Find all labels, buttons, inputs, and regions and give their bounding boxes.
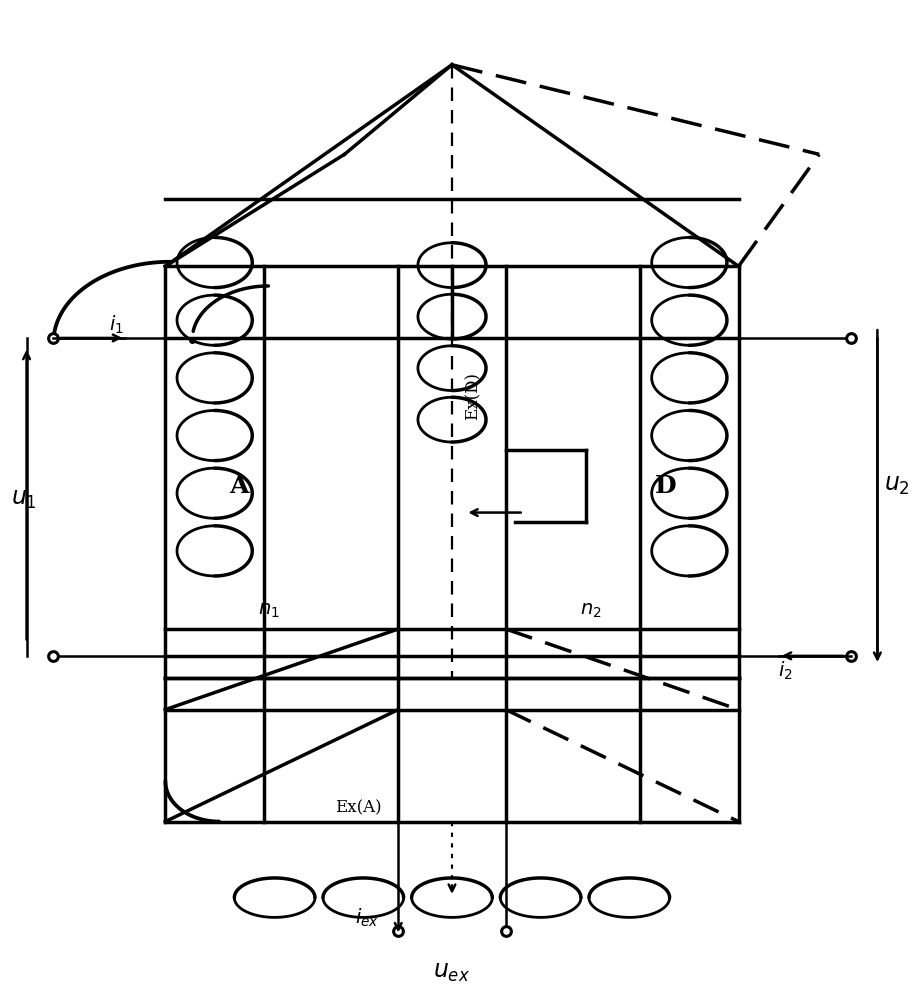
Text: Ex(D): Ex(D)	[464, 372, 481, 420]
Text: $i_{ex}$: $i_{ex}$	[355, 907, 379, 929]
Text: $u_1$: $u_1$	[11, 488, 38, 511]
Text: $i_1$: $i_1$	[109, 313, 124, 336]
Text: $n_2$: $n_2$	[580, 602, 602, 620]
Text: $u_2$: $u_2$	[884, 474, 910, 497]
Text: A: A	[229, 474, 249, 498]
Text: Ex(A): Ex(A)	[335, 800, 381, 817]
Text: $u_{ex}$: $u_{ex}$	[434, 961, 470, 984]
Text: $n_1$: $n_1$	[258, 602, 280, 620]
Text: D: D	[655, 474, 676, 498]
Text: $i_2$: $i_2$	[778, 660, 792, 682]
